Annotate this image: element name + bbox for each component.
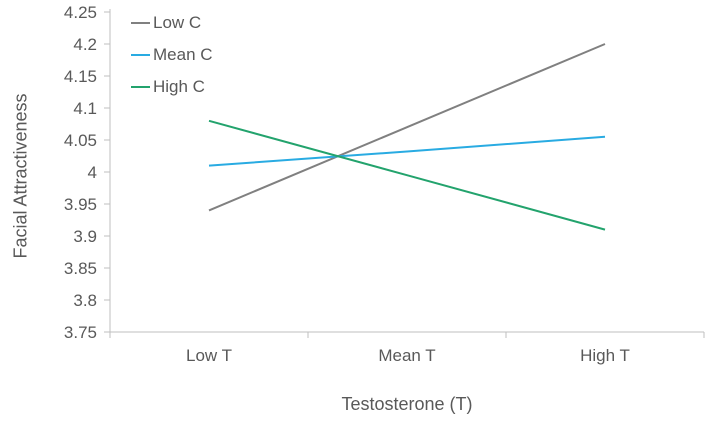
- legend-line-swatch: [131, 86, 150, 88]
- series-line-high-c: [208, 119, 606, 231]
- x-tick-label: Mean T: [378, 346, 435, 365]
- y-tick-label: 4.05: [64, 131, 97, 150]
- y-tick-label: 3.8: [73, 291, 97, 310]
- x-axis-title: Testosterone (T): [341, 394, 473, 414]
- legend-label: Low C: [153, 13, 202, 32]
- legend-line-swatch: [131, 54, 150, 56]
- y-tick-label: 4.1: [73, 99, 97, 118]
- y-tick-label: 4.25: [64, 3, 97, 22]
- y-tick-label: 3.75: [64, 323, 97, 342]
- series-line-low-c: [208, 43, 606, 212]
- legend-item-mean-c: Mean C: [131, 39, 213, 71]
- axes: [104, 9, 705, 338]
- y-tick-label: 4.2: [73, 35, 97, 54]
- y-tick-label: 3.95: [64, 195, 97, 214]
- legend-line-swatch: [131, 22, 150, 24]
- x-tick-label: High T: [580, 346, 630, 365]
- y-tick-label: 3.85: [64, 259, 97, 278]
- y-tick-label: 4.15: [64, 67, 97, 86]
- legend-item-high-c: High C: [131, 71, 213, 103]
- legend-label: High C: [153, 77, 205, 96]
- legend-item-low-c: Low C: [131, 7, 213, 39]
- x-tick-label: Low T: [186, 346, 232, 365]
- y-tick-label: 4: [88, 163, 97, 182]
- series-line-mean-c: [208, 135, 606, 167]
- legend-label: Mean C: [153, 45, 213, 64]
- y-axis-title: Facial Attractiveness: [10, 93, 31, 259]
- y-tick-label: 3.9: [73, 227, 97, 246]
- legend: Low C Mean C High C: [131, 7, 213, 103]
